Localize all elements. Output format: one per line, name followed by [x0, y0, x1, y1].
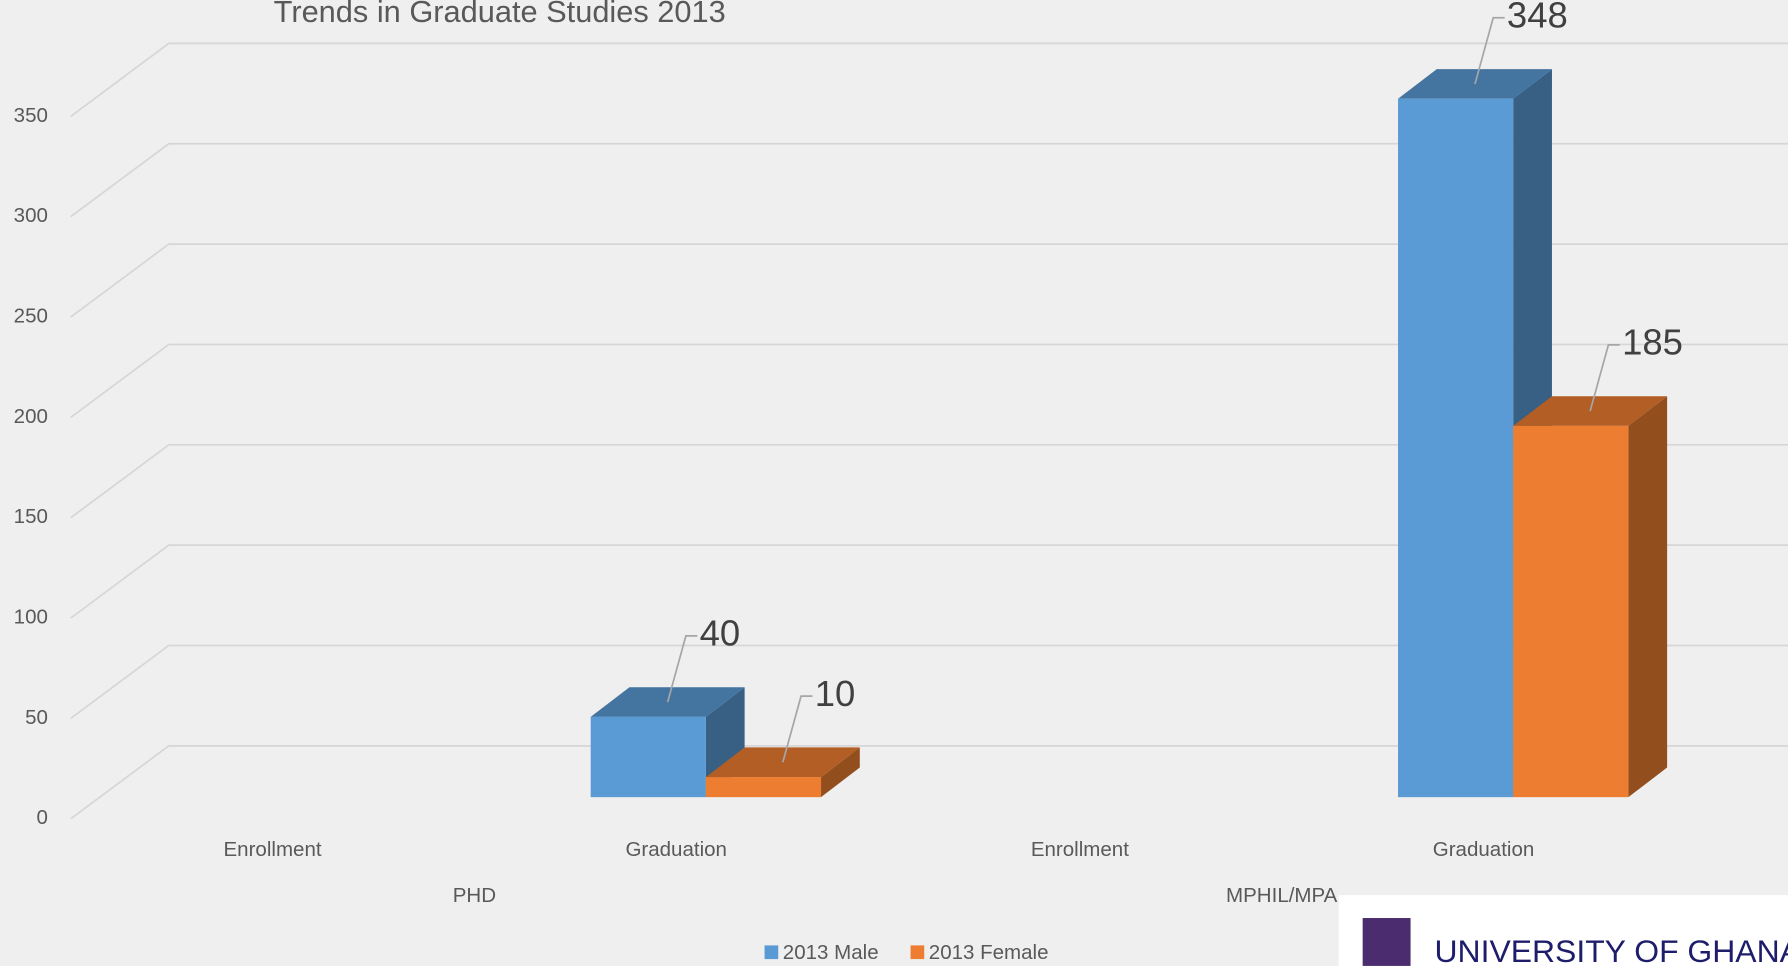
y-tick-label: 100: [14, 606, 48, 629]
data-label: 185: [1622, 322, 1683, 363]
logo-text: UNIVERSITY OF GHANA: [1435, 933, 1788, 966]
y-tick-label: 150: [14, 505, 48, 528]
bar-front: [1513, 425, 1629, 798]
bar-front: [590, 716, 706, 798]
bar-top: [1398, 69, 1552, 99]
data-label: 10: [815, 673, 856, 714]
group-label: PHD: [453, 884, 496, 907]
bar-front: [1398, 98, 1514, 798]
y-tick-label: 200: [14, 405, 48, 428]
x-tick-label: Enrollment: [1031, 838, 1129, 861]
grid-line: [70, 644, 1788, 720]
grid-line: [70, 142, 1788, 218]
logo-box: [1338, 895, 1788, 966]
x-tick-label: Graduation: [625, 838, 727, 861]
grid-line: [70, 443, 1788, 519]
data-label: 40: [700, 613, 741, 654]
grid-line: [70, 42, 1788, 118]
grid-line: [70, 343, 1788, 419]
leader-line: [666, 635, 698, 703]
bar-front: [705, 777, 822, 798]
grid-line: [70, 744, 1788, 820]
grid-line: [70, 243, 1788, 318]
legend-label: 2013 Female: [929, 941, 1049, 964]
leader-line: [781, 695, 813, 763]
legend: 2013 Male 2013 Female: [764, 941, 1049, 964]
y-tick-label: 0: [36, 806, 47, 829]
y-tick-label: 350: [14, 104, 48, 127]
bar-side: [821, 747, 860, 798]
group-label: MPHIL/MPA: [1226, 884, 1338, 907]
legend-label: 2013 Male: [783, 941, 879, 964]
x-tick-label: Enrollment: [224, 838, 322, 861]
x-tick-label: Graduation: [1433, 838, 1535, 861]
grid-line: [70, 544, 1788, 619]
y-tick-label: 250: [14, 305, 48, 328]
leader-line: [1589, 344, 1620, 412]
bar-side: [1628, 396, 1668, 798]
y-tick-label: 50: [25, 706, 48, 729]
logo-crest: [1362, 918, 1411, 966]
leader-line: [1474, 16, 1505, 85]
legend-swatch: [910, 945, 925, 960]
legend-swatch: [764, 945, 779, 960]
chart-title: Trends in Graduate Studies 2013: [274, 0, 726, 29]
y-tick-label: 300: [14, 204, 48, 227]
data-label: 348: [1507, 0, 1568, 35]
bar: [1513, 396, 1668, 798]
logo: UNIVERSITY OF GHANA: [1338, 895, 1788, 966]
